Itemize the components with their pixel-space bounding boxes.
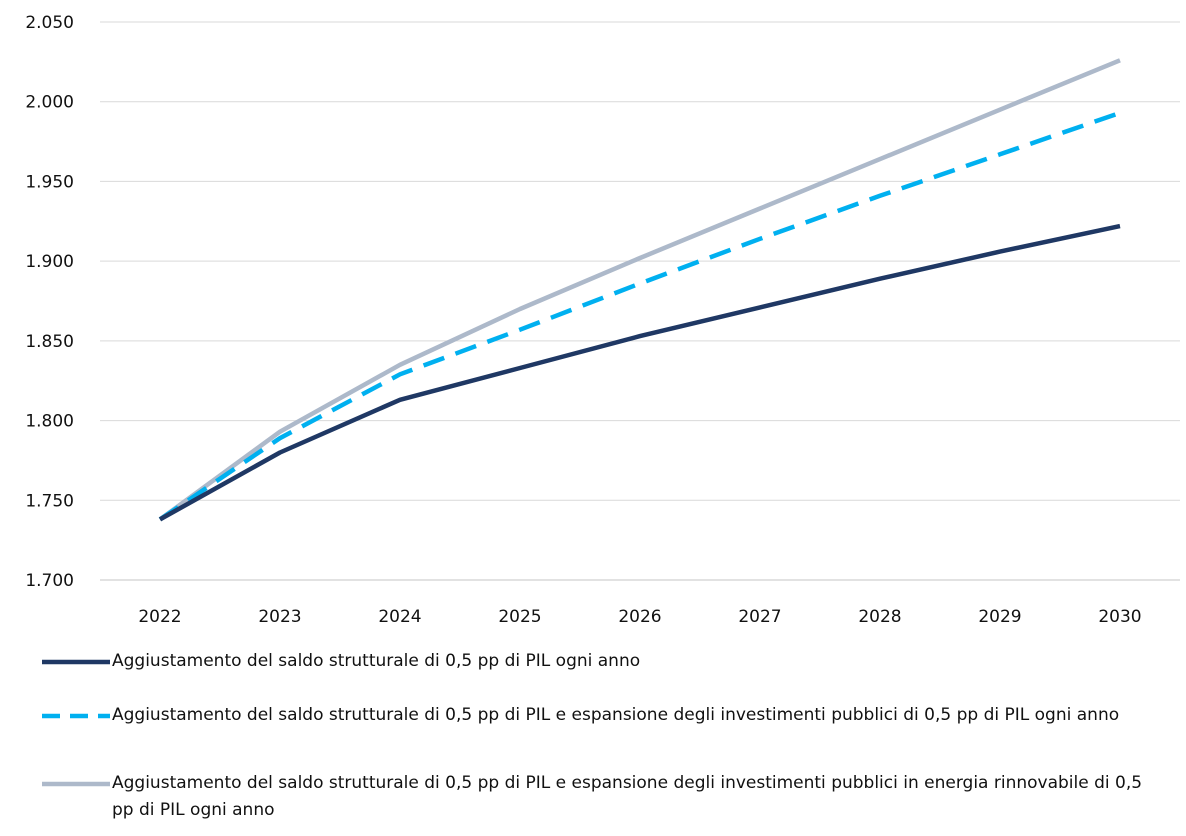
x-axis-tick-labels: 2022 2023 2024 2025 2026 2027 2028 2029 2030 [138,607,1141,627]
legend-item-series-1: Aggiustamento del saldo strutturale di 0… [40,648,1176,676]
y-tick-label: 2.000 [25,93,74,113]
legend-label-series-1: Aggiustamento del saldo strutturale di 0… [112,651,641,671]
x-tick-label: 2023 [258,607,301,627]
y-tick-label: 2.050 [25,13,74,33]
x-tick-label: 2030 [1098,607,1141,627]
y-tick-label: 1.700 [25,571,74,591]
x-tick-label: 2029 [978,607,1021,627]
series-line-3 [158,58,1121,522]
x-tick-label: 2028 [858,607,901,627]
gridlines [100,21,1180,501]
x-tick-label: 2025 [498,607,541,627]
legend-item-series-3: Aggiustamento del saldo strutturale di 0… [40,770,1176,824]
x-tick-label: 2024 [378,607,421,627]
legend-swatch-series-3 [40,770,112,798]
legend-label-series-3: Aggiustamento del saldo strutturale di 0… [112,773,1143,820]
x-tick-label: 2022 [138,607,181,627]
y-tick-label: 1.900 [25,252,74,272]
legend-swatch-series-2 [40,702,112,730]
legend-swatch-series-1 [40,648,112,676]
y-tick-label: 1.950 [25,172,74,192]
y-tick-label: 1.850 [25,332,74,352]
line-chart: 1.700 1.750 1.800 1.850 1.900 1.950 2.000 2.050… [25,13,1180,627]
x-tick-label: 2026 [618,607,661,627]
legend-label-series-2: Aggiustamento del saldo strutturale di 0… [112,705,1120,725]
series-lines [158,58,1121,522]
y-tick-label: 1.800 [25,412,74,432]
series-line-1 [158,223,1121,522]
legend-item-series-2: Aggiustamento del saldo strutturale di 0… [40,702,1176,730]
y-tick-label: 1.750 [25,491,74,511]
series-line-2 [158,110,1121,522]
x-tick-label: 2027 [738,607,781,627]
y-axis-tick-labels: 1.700 1.750 1.800 1.850 1.900 1.950 2.000 2.050 [25,13,74,591]
